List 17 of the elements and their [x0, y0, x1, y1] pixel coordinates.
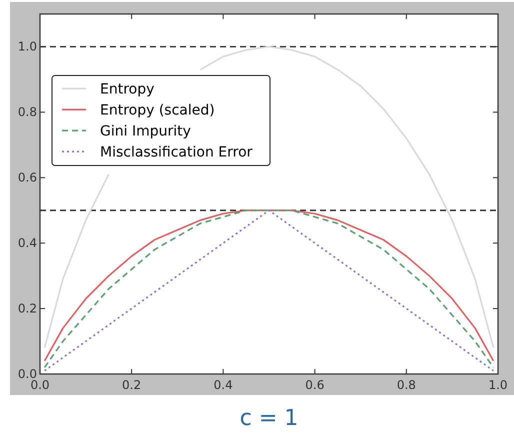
x-tick-label: 0.8 — [396, 378, 416, 392]
y-tick-label: 0.0 — [18, 367, 37, 381]
x-tick-label: 0.2 — [122, 378, 142, 392]
x-tick-label: 0.6 — [305, 378, 324, 392]
x-tick-label: 0.4 — [214, 378, 233, 392]
text: c = 1 — [240, 406, 298, 431]
y-tick-label: 0.6 — [18, 170, 37, 185]
legend-label: Misclassification Error — [100, 144, 253, 161]
y-tick-label: 1.0 — [18, 40, 37, 54]
y-tick-label: 0.4 — [18, 236, 37, 250]
x-tick-label: 1.0 — [488, 378, 508, 392]
legend-label: Entropy (scaled) — [100, 102, 215, 119]
legend-label: Gini Impurity — [100, 124, 191, 140]
y-tick-label: 0.2 — [18, 302, 37, 316]
legend-label: Entropy — [100, 82, 154, 98]
y-tick-label: 0.8 — [18, 105, 37, 120]
x-tick-label: 0.0 — [30, 378, 50, 392]
